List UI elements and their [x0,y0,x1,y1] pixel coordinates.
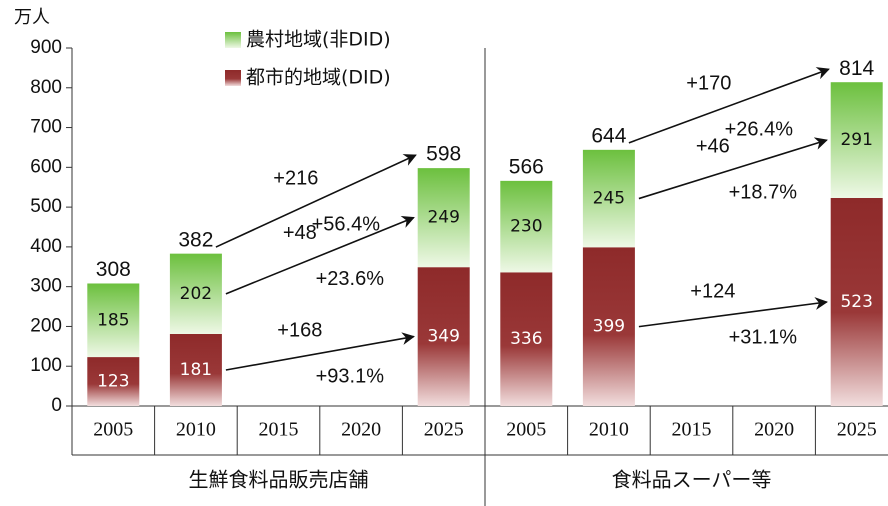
x-tick-label: 2015 [672,419,712,441]
rate-label: +31.1% [729,327,798,349]
change-label: +46 [696,136,730,158]
bar-segment [169,334,222,406]
y-tick-label: 200 [30,315,62,336]
segment-label: 249 [427,208,459,228]
x-tick-label: 2010 [589,419,629,441]
x-tick-label: 2020 [754,419,794,441]
bar-segment [582,149,635,248]
legend-swatch [225,32,241,48]
rate-label: +93.1% [316,366,385,388]
bar-segment [169,253,222,335]
segment-label: 230 [510,217,542,237]
segment-label: 399 [593,317,625,337]
y-tick-label: 400 [30,236,62,257]
bar-segment [830,197,883,406]
segment-label: 245 [593,189,625,209]
bar-segment [830,82,883,198]
change-label: +48 [283,222,317,244]
change-label: +124 [690,281,735,303]
x-tick-label: 2025 [837,419,877,441]
segment-label: 181 [180,360,212,380]
y-tick-label: 800 [30,77,62,98]
x-tick-label: 2020 [341,419,381,441]
y-tick-label: 700 [30,117,62,138]
segment-label: 123 [97,372,129,392]
bar-segment [500,180,553,273]
bar-segment [500,272,553,406]
arrow [638,297,828,328]
legend-swatch [225,70,241,86]
total-label: 814 [839,57,874,80]
x-tick-label: 2025 [424,419,464,441]
segment-label: 336 [510,329,542,349]
group-label: 食料品スーパー等 [612,468,772,492]
segment-label: 523 [840,292,872,312]
segment-label: 349 [427,327,459,347]
segment-label: 291 [840,130,872,150]
total-label: 598 [426,143,461,166]
bar-segment [87,357,140,406]
total-label: 566 [509,155,544,178]
x-tick-label: 2015 [259,419,299,441]
y-tick-label: 900 [30,37,62,58]
group-label: 生鮮食料品販売店舗 [189,468,369,492]
y-tick-label: 300 [30,276,62,297]
bar-segment [417,168,470,268]
arrow [628,67,830,144]
bar-segment [417,267,470,406]
x-tick-label: 2005 [506,419,546,441]
bar-segment [582,247,635,406]
change-label: +168 [277,320,322,342]
arrow [215,154,417,248]
legend-label: 都市的地域(DID) [246,67,391,89]
rate-label: +26.4% [725,118,794,140]
change-label: +170 [686,72,731,94]
bar-segment [87,283,140,358]
legend-label: 農村地域(非DID) [246,29,391,51]
arrow [638,137,828,200]
y-tick-label: 500 [30,196,62,217]
total-label: 382 [178,229,213,252]
segment-label: 202 [180,284,212,304]
y-tick-label: 100 [30,355,62,376]
y-tick-label: 0 [51,395,62,416]
arrow [225,216,415,295]
total-label: 644 [591,124,626,147]
x-tick-label: 2010 [176,419,216,441]
unit-label: 万人 [14,7,50,28]
change-label: +216 [273,167,318,189]
segment-label: 185 [97,310,129,330]
rate-label: +56.4% [312,213,381,235]
total-label: 308 [96,258,131,281]
x-tick-label: 2005 [93,419,133,441]
rate-label: +23.6% [316,268,385,290]
y-tick-label: 600 [30,156,62,177]
arrow [225,332,415,371]
rate-label: +18.7% [729,182,798,204]
